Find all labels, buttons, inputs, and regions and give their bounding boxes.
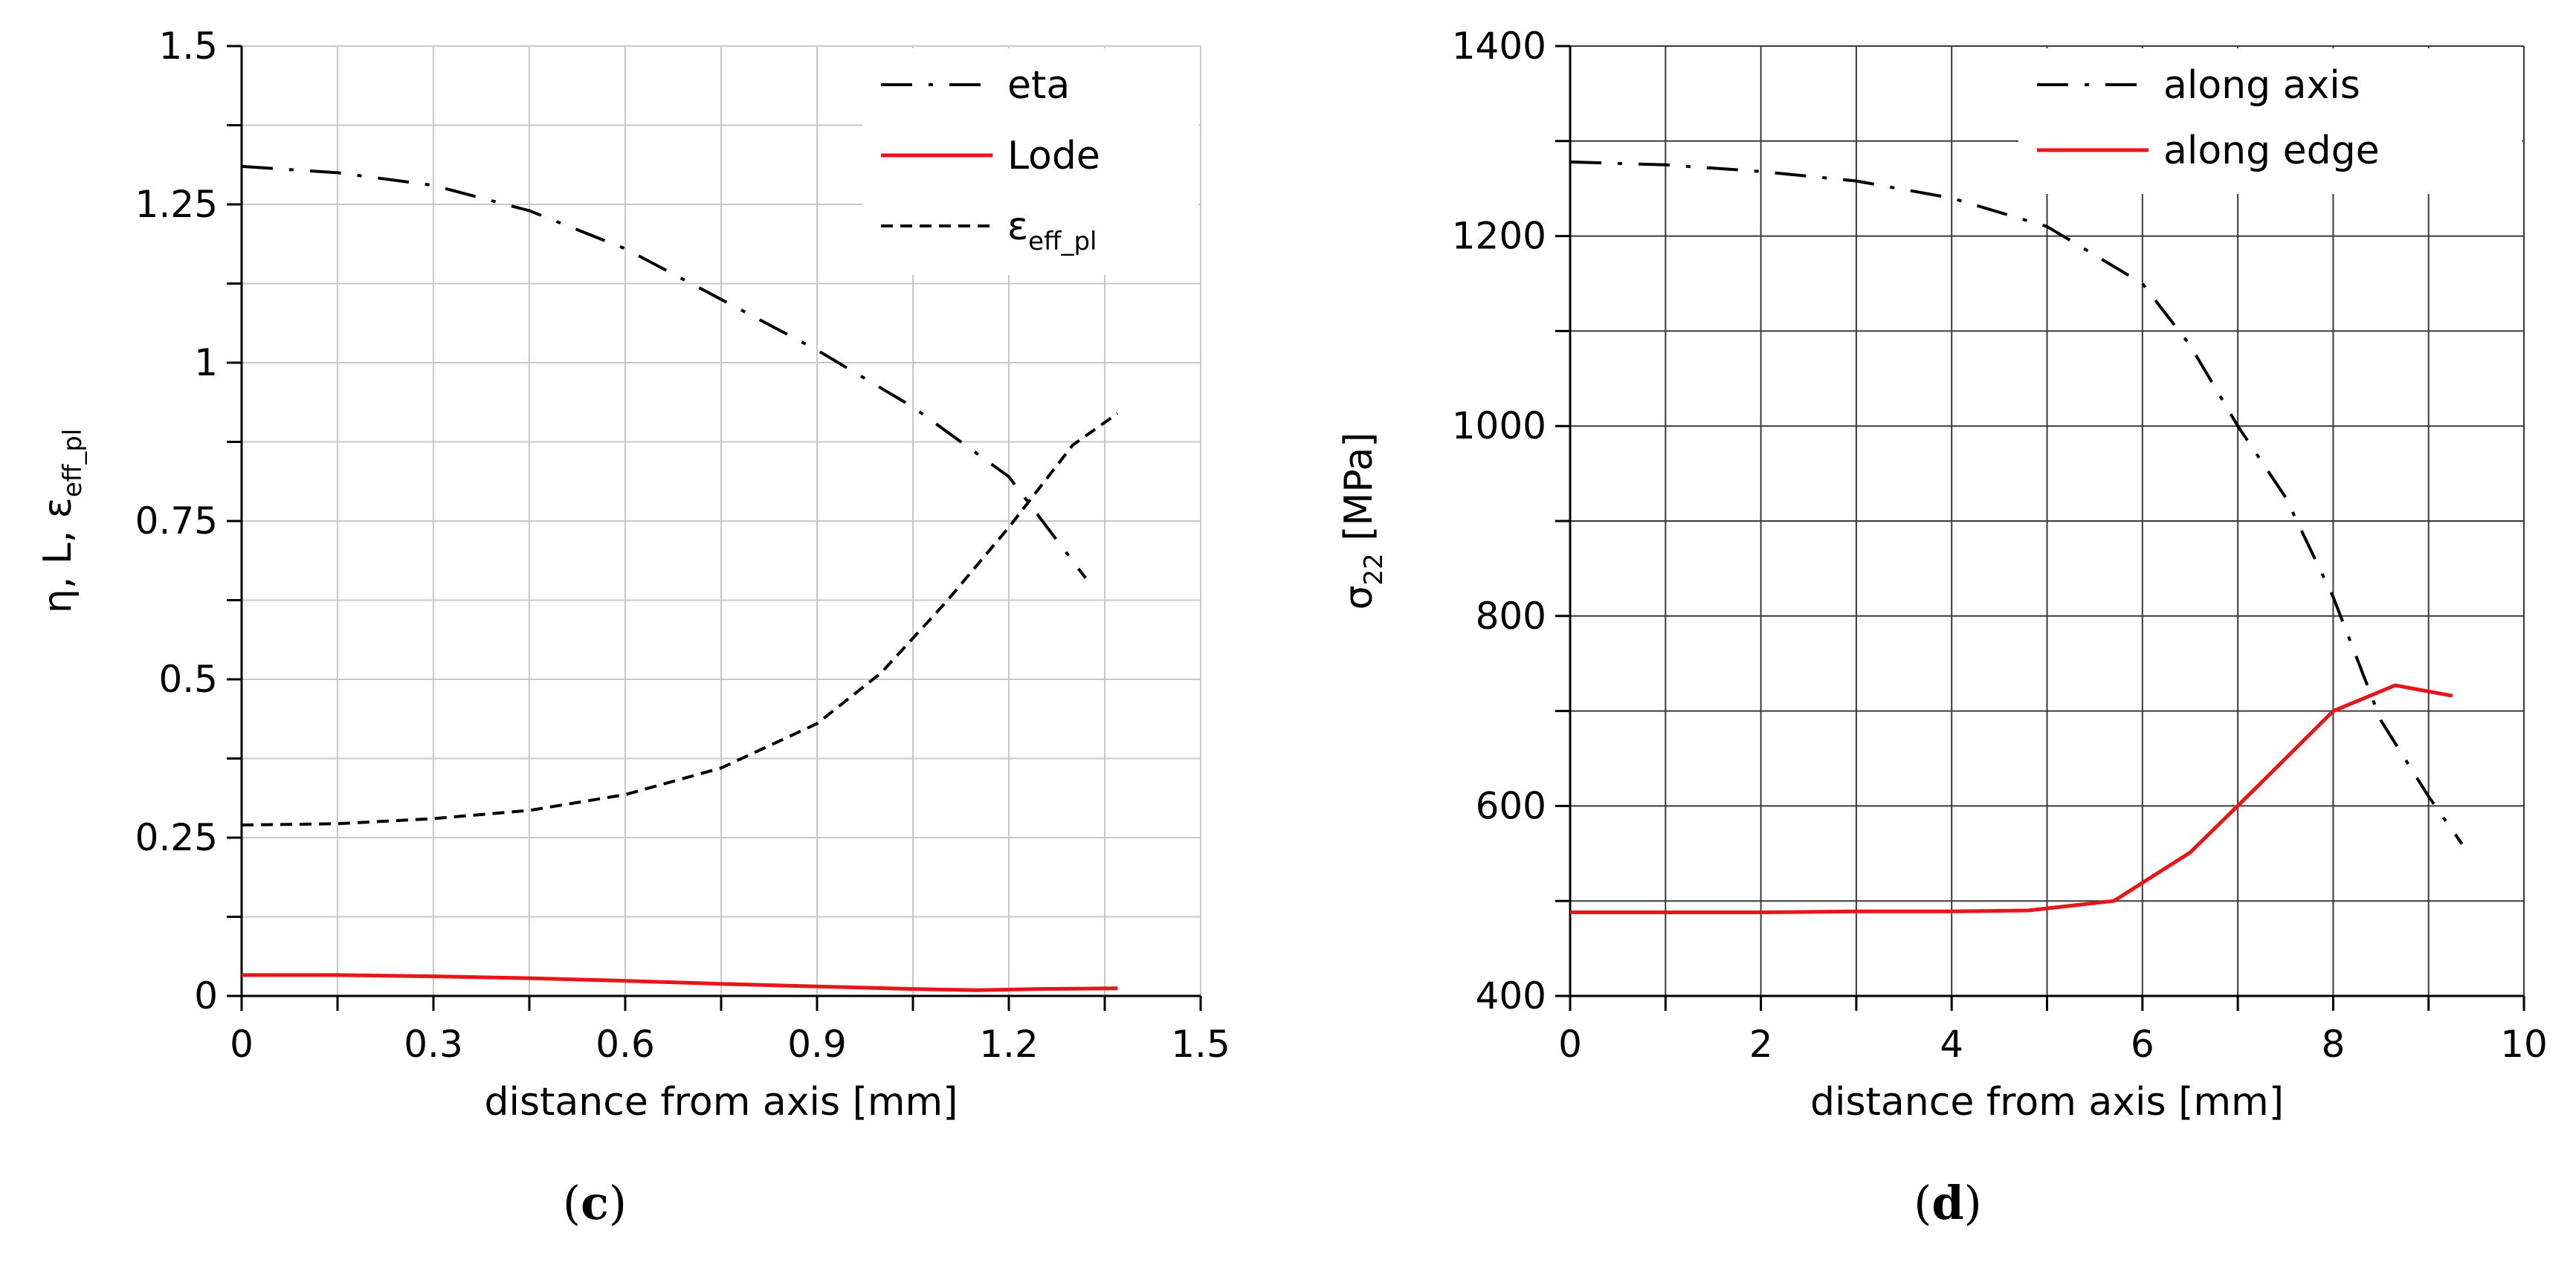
y-axis-title-unit: [MPa] [1337, 432, 1381, 553]
legend-label-1: Lode [1007, 134, 1100, 178]
y-tick-label: 0 [194, 974, 218, 1017]
x-tick-label: 0.9 [787, 1023, 847, 1066]
y-tick-label: 1 [194, 341, 218, 384]
legend: eta Lode εeff_pl [862, 48, 1198, 275]
x-tick-label: 1.5 [1171, 1023, 1230, 1066]
x-tick-label: 0.3 [404, 1023, 463, 1066]
y-tick-label: 0.25 [135, 816, 218, 859]
y-tick-label: 1.25 [135, 183, 218, 226]
x-tick-label: 8 [2321, 1023, 2345, 1066]
legend-label-main: along axis [2163, 63, 2360, 108]
series-line-1 [242, 973, 1118, 992]
series-line-0 [1569, 160, 2464, 845]
legend-label-main: along edge [2163, 129, 2380, 173]
x-tick-label: 2 [1749, 1023, 1773, 1066]
chart-d: 0 2 4 6 8 10 400 600 800 1000 1200 1400 distance fro… [1337, 25, 2548, 1230]
series-line-2 [241, 412, 1119, 826]
x-tick-label: 0 [230, 1023, 254, 1066]
y-tick-label: 0.75 [135, 499, 218, 543]
y-tick-label: 1.5 [158, 25, 218, 68]
legend-label-1: along edge [2163, 129, 2380, 173]
legend-label-main: ε [1007, 204, 1028, 249]
legend-label-main: eta [1007, 63, 1070, 108]
chart-c: 0 0.3 0.6 0.9 1.2 1.5 0 0.25 0.5 0.75 1 1.25 1.5 dist… [36, 25, 1230, 1230]
y-axis-title-sub: 22 [1359, 553, 1389, 585]
series-line-1 [1570, 683, 2453, 914]
x-tick-label: 0.6 [595, 1023, 655, 1066]
x-tick-label: 1.2 [979, 1023, 1039, 1066]
series-line-0 [241, 164, 1087, 579]
y-tick-label: 0.5 [158, 658, 218, 701]
panel-label-close: ) [609, 1176, 627, 1230]
legend-background [2018, 48, 2522, 194]
legend-label-0: along axis [2163, 63, 2360, 108]
legend-label-0: eta [1007, 63, 1070, 108]
x-tick-label: 10 [2500, 1023, 2548, 1066]
panel-label: (c) [563, 1176, 627, 1230]
y-tick-label: 1400 [1452, 25, 1546, 68]
panel-label-open: ( [563, 1176, 581, 1230]
x-tick-label: 6 [2131, 1023, 2154, 1066]
panel-label-open: ( [1914, 1176, 1931, 1230]
y-tick-label: 800 [1476, 595, 1546, 638]
panel-label-close: ) [1964, 1176, 1982, 1230]
panel-label: (d) [1914, 1176, 1982, 1230]
y-tick-label: 400 [1476, 974, 1546, 1017]
legend-label-sub: eff_pl [1028, 227, 1097, 256]
x-axis-title: distance from axis [mm] [485, 1080, 958, 1125]
y-axis-title: η, L, εeff_pl [36, 429, 88, 614]
legend: along axis along edge [2018, 48, 2522, 194]
y-axis-title: σ22 [MPa] [1337, 432, 1389, 609]
x-tick-label: 0 [1558, 1023, 1582, 1066]
y-axis-title-main: η, L, ε [36, 497, 80, 613]
y-axis-title-sub: eff_pl [58, 429, 88, 497]
x-tick-label: 4 [1940, 1023, 1963, 1066]
legend-background [862, 48, 1198, 275]
panel-label-letter: c [581, 1176, 609, 1230]
y-axis-title-main: σ [1337, 586, 1381, 610]
legend-label-main: Lode [1007, 134, 1100, 178]
legend-label-2: εeff_pl [1007, 204, 1097, 256]
x-axis-title: distance from axis [mm] [1810, 1080, 2284, 1125]
y-tick-label: 600 [1476, 784, 1546, 827]
panel-label-letter: d [1931, 1176, 1963, 1230]
y-tick-label: 1000 [1452, 404, 1546, 447]
y-tick-label: 1200 [1452, 215, 1546, 258]
